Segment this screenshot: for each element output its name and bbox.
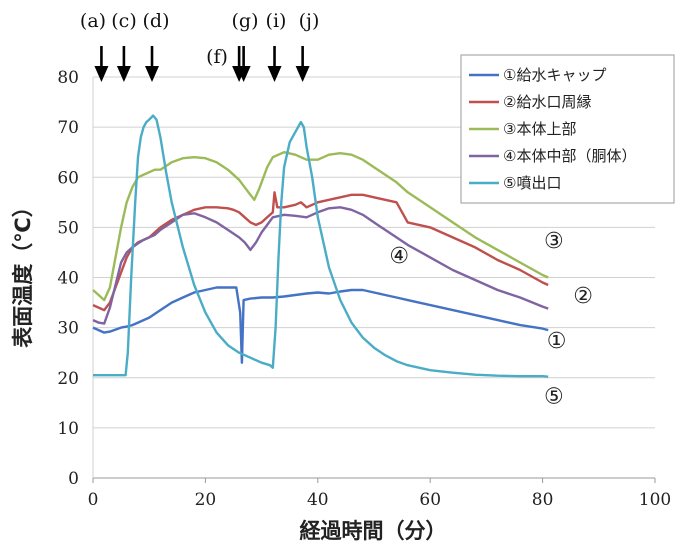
y-tick-20: 20 [57, 369, 79, 389]
y-tick-40: 40 [57, 269, 79, 289]
event-label-d: (d) [143, 10, 170, 32]
legend-entry-3: ③本体上部 [503, 120, 576, 138]
series-line-5 [93, 114, 549, 378]
series-group [92, 114, 549, 378]
y-tick-70: 70 [57, 118, 79, 138]
x-tick-20: 20 [195, 490, 217, 510]
series-end-label-1: ① [547, 329, 567, 354]
axes [92, 77, 656, 483]
x-tick-100: 100 [639, 490, 671, 510]
series-end-label-4: ④ [389, 244, 409, 269]
legend-entry-4: ④本体中部（胴体） [503, 147, 636, 165]
event-marker-c: (c) [111, 10, 137, 82]
y-tick-30: 30 [57, 319, 79, 339]
gridlines [93, 76, 655, 429]
event-label-j: (j) [299, 10, 320, 32]
y-tick-10: 10 [57, 419, 79, 439]
tick-labels: 0 10 20 30 40 50 60 70 80 0 20 40 60 80 100 [57, 68, 671, 510]
event-marker-g: (g) [232, 10, 259, 82]
event-markers: (a) (c) (d) (f)(g) (i) (j) [80, 10, 319, 82]
y-tick-0: 0 [68, 469, 79, 489]
event-label-g: (g) [232, 10, 259, 32]
event-marker-d: (d) [143, 10, 170, 82]
event-marker-a: (a) [80, 10, 109, 82]
x-tick-0: 0 [88, 490, 99, 510]
series-end-label-2: ② [573, 284, 593, 309]
event-label-i: (i) [266, 10, 287, 32]
event-label-c: (c) [111, 10, 136, 32]
legend-entry-2: ②給水口周縁 [503, 93, 591, 111]
event-label-a: (a) [80, 10, 106, 32]
x-tick-60: 60 [419, 490, 441, 510]
y-tick-80: 80 [57, 68, 79, 88]
legend-entry-5: ⑤噴出口 [503, 174, 561, 192]
series-end-labels: ①② ③ ④ ⑤ [389, 229, 593, 409]
series-end-label-5: ⑤ [544, 384, 564, 409]
x-tick-40: 40 [307, 490, 329, 510]
series-line-4 [92, 206, 549, 325]
series-line-1 [92, 286, 549, 364]
y-tick-60: 60 [57, 168, 79, 188]
event-label-f: (f) [206, 46, 228, 68]
legend-entry-1: ①給水キャップ [503, 66, 606, 84]
x-tick-80: 80 [532, 490, 554, 510]
event-marker-i: (i) [266, 10, 287, 82]
series-end-label-3: ③ [544, 229, 564, 254]
x-axis-label: 経過時間（分） [300, 519, 447, 543]
legend: ①給水キャップ ②給水口周縁 ③本体上部 ④本体中部（胴体） ⑤噴出口 [460, 54, 675, 204]
y-axis-label: 表面温度（℃） [11, 196, 35, 347]
event-marker-j: (j) [295, 10, 320, 82]
y-tick-50: 50 [57, 218, 79, 238]
